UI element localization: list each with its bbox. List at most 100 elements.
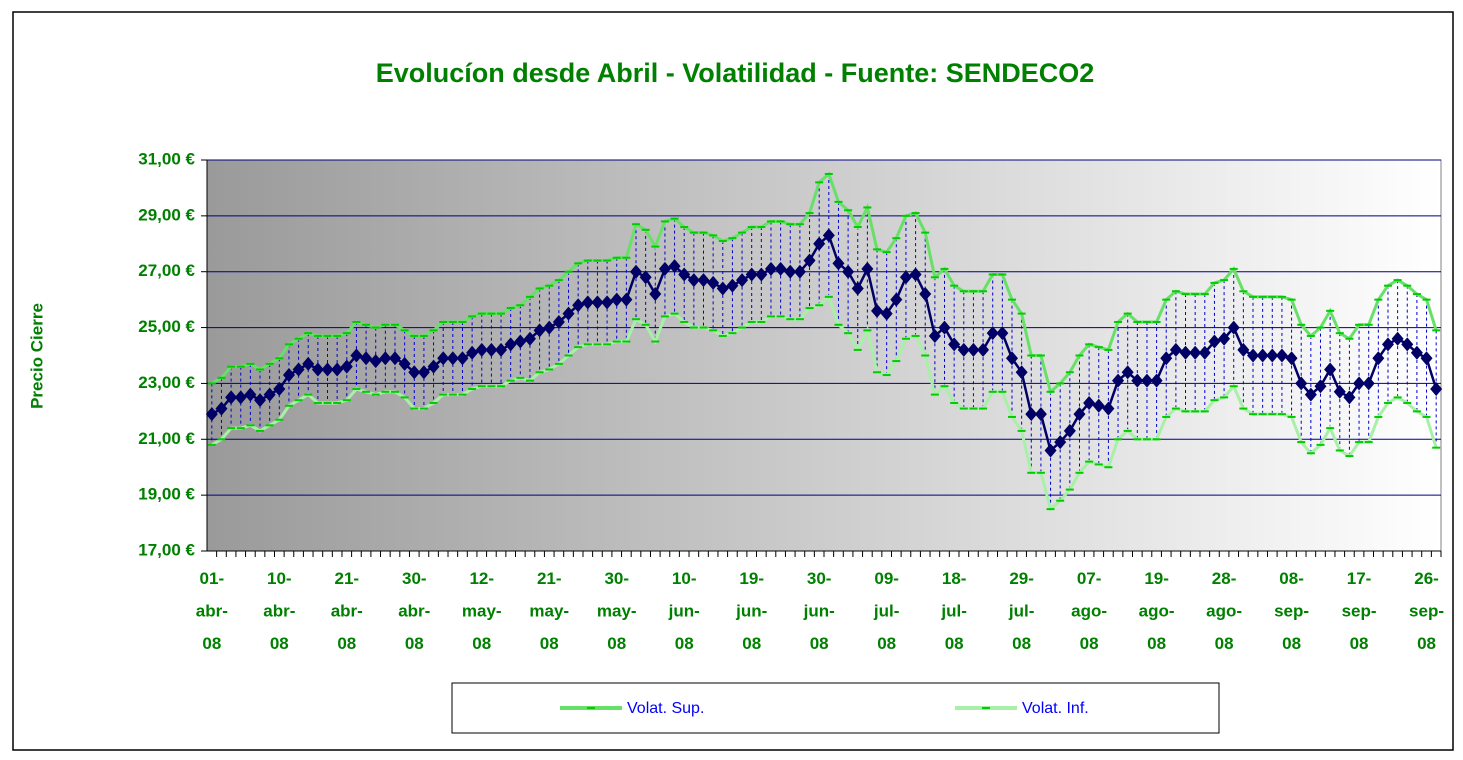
x-tick-label-line: 19-: [1144, 569, 1169, 588]
diamond-marker: [1092, 398, 1105, 413]
diamond-marker: [1169, 342, 1182, 357]
diamond-marker: [1410, 345, 1423, 360]
diamond-marker: [572, 298, 585, 313]
diamond-marker: [475, 342, 488, 357]
y-tick-label: 19,00 €: [138, 485, 195, 504]
diamond-marker: [813, 236, 826, 251]
diamond-marker: [938, 320, 951, 335]
y-tick-label: 31,00 €: [138, 149, 195, 168]
diamond-marker: [388, 351, 401, 366]
x-tick-label-line: sep-: [1409, 602, 1444, 621]
diamond-marker: [292, 362, 305, 377]
x-tick-label-line: may-: [597, 602, 637, 621]
diamond-marker: [340, 359, 353, 374]
x-tick-label: 19- jun- 08: [735, 569, 767, 653]
x-tick-label: 29- jul- 08: [1008, 569, 1035, 653]
diamond-marker: [282, 368, 295, 383]
x-tick-label-line: 08: [742, 634, 761, 653]
x-tick-label-line: 10-: [672, 569, 697, 588]
x-tick-label: 18- jul- 08: [940, 569, 967, 653]
diamond-marker: [1247, 348, 1260, 363]
diamond-marker: [1015, 365, 1028, 380]
x-tick-label-line: 08: [337, 634, 356, 653]
diamond-marker: [311, 362, 324, 377]
x-tick-label: 26- sep- 08: [1409, 569, 1444, 653]
diamond-marker: [1420, 351, 1433, 366]
legend-label: Volat. Inf.: [1022, 700, 1089, 717]
diamond-marker: [1102, 401, 1115, 416]
diamond-marker: [842, 264, 855, 279]
x-tick-label-line: 08: [877, 634, 896, 653]
diamond-marker: [446, 351, 459, 366]
diamond-marker: [755, 267, 768, 282]
diamond-marker: [417, 365, 430, 380]
diamond-marker: [466, 345, 479, 360]
x-tick-label: 09- jul- 08: [873, 569, 900, 653]
x-tick-label-line: 07-: [1077, 569, 1102, 588]
diamond-marker: [591, 295, 604, 310]
diamond-marker: [437, 351, 450, 366]
x-tick-label: 30- jun- 08: [803, 569, 835, 653]
diamond-marker: [379, 351, 392, 366]
diamond-marker: [1256, 348, 1269, 363]
diamond-marker: [890, 292, 903, 307]
x-tick-label-line: abr-: [398, 602, 430, 621]
x-tick-label: 17- sep- 08: [1342, 569, 1377, 653]
diamond-marker: [398, 356, 411, 371]
x-tick-label-line: ago-: [1071, 602, 1107, 621]
diamond-marker: [485, 342, 498, 357]
diamond-marker: [707, 275, 720, 290]
diamond-marker: [678, 267, 691, 282]
y-tick-label: 23,00 €: [138, 373, 195, 392]
diamond-marker: [822, 228, 835, 243]
diamond-marker: [957, 342, 970, 357]
y-tick-label: 21,00 €: [138, 429, 195, 448]
y-tick-label: 27,00 €: [138, 261, 195, 280]
diamond-marker: [639, 270, 652, 285]
diamond-marker: [774, 261, 787, 276]
diamond-marker: [552, 314, 565, 329]
x-tick-label-line: 08: [810, 634, 829, 653]
x-tick-label-line: ago-: [1206, 602, 1242, 621]
x-tick-label-line: 08: [1215, 634, 1234, 653]
diamond-marker: [668, 259, 681, 274]
diamond-marker: [716, 281, 729, 296]
diamond-marker: [234, 390, 247, 405]
x-tick-label: 01- abr- 08: [196, 569, 228, 653]
x-tick-label-line: 30-: [402, 569, 427, 588]
x-tick-label-line: 08: [1350, 634, 1369, 653]
x-tick-label-line: 08: [540, 634, 559, 653]
x-tick-label-line: 26-: [1414, 569, 1439, 588]
diamond-marker: [1131, 373, 1144, 388]
x-tick-label-line: 09-: [874, 569, 899, 588]
y-tick-label: 25,00 €: [138, 317, 195, 336]
diamond-marker: [610, 292, 623, 307]
x-tick-label-line: 08: [1417, 634, 1436, 653]
diamond-marker: [996, 326, 1009, 341]
diamond-marker: [687, 273, 700, 288]
diamond-marker: [1266, 348, 1279, 363]
diamond-marker: [1295, 376, 1308, 391]
diamond-marker: [321, 362, 334, 377]
diamond-marker: [861, 261, 874, 276]
diamond-marker: [1362, 376, 1375, 391]
diamond-marker: [649, 287, 662, 302]
x-tick-label-line: ago-: [1139, 602, 1175, 621]
x-tick-label-line: 01-: [200, 569, 225, 588]
diamond-marker: [1189, 345, 1202, 360]
diamond-marker: [1121, 365, 1134, 380]
y-tick-label: 17,00 €: [138, 540, 195, 559]
diamond-marker: [948, 337, 961, 352]
x-tick-label-line: 08: [472, 634, 491, 653]
x-tick-label-line: jul-: [1008, 602, 1035, 621]
x-tick-label-line: 08: [1012, 634, 1031, 653]
diamond-marker: [273, 382, 286, 397]
diamond-marker: [533, 323, 546, 338]
x-tick-label-line: 19-: [739, 569, 764, 588]
x-tick-label-line: 21-: [537, 569, 562, 588]
diamond-marker: [1430, 382, 1443, 397]
diamond-marker: [225, 390, 238, 405]
diamond-marker: [1054, 435, 1067, 450]
chart-title: Evolucíon desde Abril - Volatilidad - Fu…: [376, 58, 1095, 88]
